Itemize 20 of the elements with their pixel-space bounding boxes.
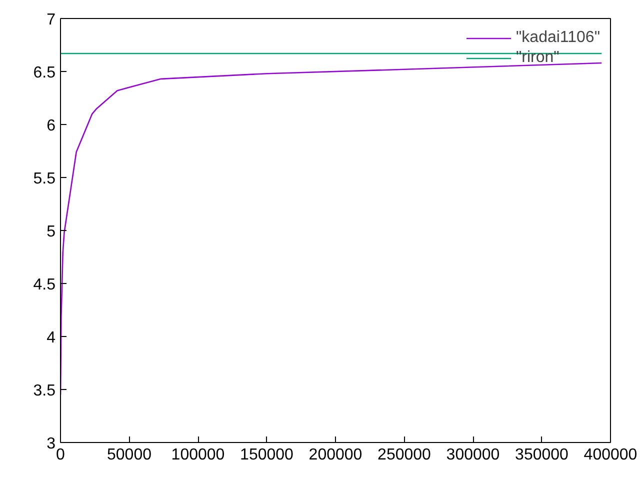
- x-tick-label: 0: [56, 446, 66, 464]
- x-tick-label: 300000: [446, 446, 500, 464]
- legend-label: "riron": [516, 49, 560, 67]
- y-tick-label: 3: [46, 436, 56, 452]
- x-tick-label: 50000: [107, 446, 152, 464]
- y-tick-label: 5: [46, 224, 56, 240]
- y-tick-label: 6: [46, 118, 56, 134]
- y-tick-label: 7: [46, 12, 56, 28]
- legend-label: "kadai1106": [516, 29, 600, 47]
- y-tick-label: 6.5: [33, 64, 56, 82]
- y-tick-label: 4.5: [33, 276, 56, 294]
- y-tick-label: 4: [46, 330, 56, 346]
- x-tick-label: 350000: [515, 446, 569, 464]
- y-tick-label: 5.5: [33, 170, 56, 188]
- x-tick-label: 250000: [378, 446, 432, 464]
- x-tick-label: 100000: [171, 446, 225, 464]
- x-tick-label: 400000: [584, 446, 638, 464]
- y-tick-label: 3.5: [33, 382, 56, 400]
- x-tick-label: 200000: [308, 446, 362, 464]
- x-tick-label: 150000: [240, 446, 294, 464]
